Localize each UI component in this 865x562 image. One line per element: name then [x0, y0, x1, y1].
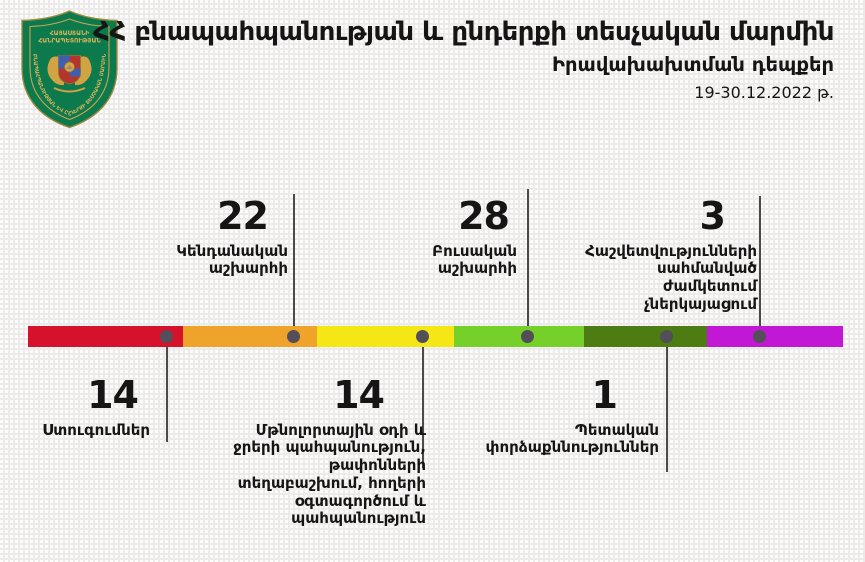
- stat-flora: 28 Բուսական աշխարհի: [432, 197, 517, 278]
- stat-reports-not-submitted: 3 Հաշվետվությունների սահմանված ժամկետում…: [585, 197, 757, 314]
- timeline-dot-air-water: [416, 330, 429, 343]
- bar-segment-yellow: [316, 326, 454, 347]
- timeline-dot-reports: [753, 330, 766, 343]
- timeline-dot-expertise: [660, 330, 673, 343]
- stat-fauna: 22 Կենդանական աշխարհի: [176, 197, 288, 278]
- shield-inner-border: [29, 18, 110, 121]
- stat-value: 14: [87, 373, 139, 417]
- leader-line-flora: [527, 189, 529, 336]
- arms-quarter-br: [69, 68, 81, 77]
- base-flourish: [53, 87, 86, 93]
- timeline-dot-flora: [521, 330, 534, 343]
- leader-line-fauna: [293, 194, 295, 336]
- leader-line-reports: [759, 196, 761, 336]
- ring-text-top-1: ՀԱՅԱՍՏԱՆԻ: [50, 30, 90, 37]
- bar-segment-light-green: [453, 326, 584, 347]
- stat-label: Բուսական աշխարհի: [432, 241, 517, 278]
- leader-line-air-water: [422, 336, 424, 468]
- stat-label: Հաշվետվությունների սահմանված ժամկետում չ…: [585, 241, 757, 313]
- report-period: 19-30.12.2022 թ.: [694, 82, 834, 102]
- arms-quarter-tl: [58, 55, 70, 69]
- stat-inspections: 14 Ստուգումներ: [42, 376, 150, 439]
- timeline-dot-fauna: [287, 330, 300, 343]
- ararat-mountain: [66, 65, 73, 69]
- stat-air-water-waste-land: 14 Մթնոլորտային օդի և ջրերի պահպանությու…: [233, 376, 426, 528]
- stat-value: 14: [333, 373, 385, 417]
- bar-segment-red: [28, 326, 183, 347]
- stat-value: 28: [458, 194, 510, 238]
- stat-value: 1: [591, 373, 618, 417]
- stat-value: 3: [699, 194, 726, 238]
- bar-segment-dark-green: [583, 326, 707, 347]
- bar-segment-orange: [183, 326, 317, 347]
- leader-line-expertise: [666, 336, 668, 472]
- coat-of-arms: [47, 55, 92, 93]
- stat-label: Պետական փորձաքննություններ: [485, 420, 659, 457]
- stat-label: Մթնոլորտային օդի և ջրերի պահպանություն, …: [233, 420, 426, 528]
- stat-label: Ստուգումներ: [42, 420, 150, 439]
- bar-segment-magenta: [706, 326, 843, 347]
- stat-label: Կենդանական աշխարհի: [176, 241, 288, 278]
- timeline-bar: [28, 326, 843, 347]
- header: ՀՀ բնապահպանության և ընդերքի տեսչական մա…: [92, 17, 835, 102]
- timeline-dot-inspections: [160, 330, 173, 343]
- stat-state-expertise: 1 Պետական փորձաքննություններ: [485, 376, 659, 457]
- leader-line-inspections: [166, 336, 168, 442]
- page-title: ՀՀ բնապահպանության և ընդերքի տեսչական մա…: [92, 17, 835, 47]
- ring-text-top-2: ՀԱՆՐԱՊԵՏՈՒԹՅԱՆ: [38, 38, 101, 45]
- page-subtitle: Իրավախախտման դեպքեր: [552, 52, 834, 76]
- agency-emblem: ՀԱՅԱՍՏԱՆԻ ՀԱՆՐԱՊԵՏՈՒԹՅԱՆ ԲՆԱՊԱՀՊԱՆՈՒԹՅԱՆ…: [21, 10, 118, 129]
- stat-value: 22: [217, 194, 269, 238]
